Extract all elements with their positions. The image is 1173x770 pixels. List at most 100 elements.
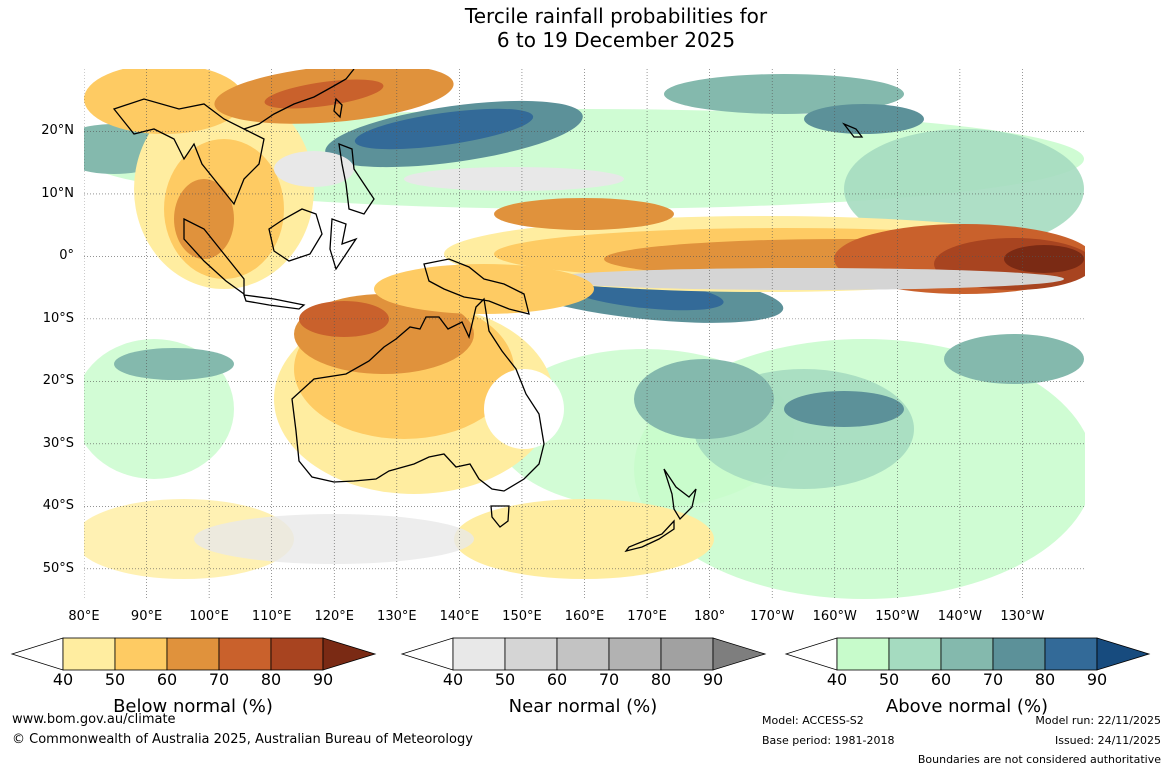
longitude-label: 140°W — [937, 609, 982, 624]
model-text: Model: ACCESS-S2 — [762, 714, 864, 727]
colorbar-below-normal-tick: 70 — [208, 670, 230, 689]
latitude-label: 30°S — [42, 435, 74, 451]
china-coastline — [243, 69, 355, 130]
shade-below-60 — [494, 198, 674, 230]
shade-near-40 — [404, 167, 624, 191]
shade-above-50 — [844, 129, 1084, 249]
java-coastline — [243, 294, 306, 310]
colorbar-below-normal-cell — [114, 637, 168, 671]
colorbar-below-normal-title: Below normal (%) — [113, 696, 273, 717]
probability-shading — [84, 69, 1085, 599]
colorbar-above-normal-cell — [992, 637, 1046, 671]
colorbar-below-normal-tick: 80 — [260, 670, 282, 689]
colorbar-near-normal-cell — [504, 637, 558, 671]
shade-below-70 — [299, 301, 389, 337]
colorbar-above-normal-lower-arrow — [784, 637, 838, 671]
colorbar-above-normal-tick: 90 — [1086, 670, 1108, 689]
longitude-label: 110°E — [251, 609, 292, 624]
new-zealand-north-island — [663, 468, 697, 521]
colorbar-above-normal-cell — [888, 637, 942, 671]
colorbar-below-normal-tick: 40 — [52, 670, 74, 689]
colorbar-near-normal-cell — [556, 637, 610, 671]
colorbar-above-normal-tick: 50 — [878, 670, 900, 689]
colorbar-above-normal-cell — [1044, 637, 1098, 671]
shade-near-40 — [274, 151, 354, 187]
colorbar-above-normal-tick: 70 — [982, 670, 1004, 689]
shade-below-40 — [454, 499, 714, 579]
borneo-coastline — [268, 208, 323, 262]
shade-below-60 — [174, 179, 234, 259]
longitude-label: 170°E — [627, 609, 667, 624]
colorbar-above-normal-cell — [940, 637, 994, 671]
colorbar-above-normal-tick: 80 — [1034, 670, 1056, 689]
map-title: Tercile rainfall probabilities for 6 to … — [0, 4, 1173, 52]
colorbar-near-normal-tick: 80 — [650, 670, 672, 689]
longitude-label: 140°E — [439, 609, 480, 624]
shade-above-60 — [634, 359, 774, 439]
latitude-label: 50°S — [42, 560, 74, 576]
colorbar-above-normal-title: Above normal (%) — [885, 696, 1049, 717]
colorbar-below-normal-lower-arrow — [10, 637, 64, 671]
copyright-text: © Commonwealth of Australia 2025, Austra… — [12, 732, 473, 747]
indochina-coastline — [112, 98, 265, 206]
sulawesi-coastline — [329, 218, 358, 271]
longitude-label: 80°E — [68, 609, 100, 624]
longitude-label: 160°E — [564, 609, 605, 624]
colorbar-below-normal — [10, 637, 377, 671]
longitude-label: 150°E — [502, 609, 542, 624]
website-link[interactable]: www.bom.gov.au/climate — [12, 712, 176, 727]
latitude-label: 40°S — [42, 498, 74, 514]
colorbar-above-normal-upper-arrow — [1096, 637, 1151, 671]
title-line-1: Tercile rainfall probabilities for — [464, 4, 768, 28]
colorbar-below-normal-tick: 50 — [104, 670, 126, 689]
coastlines — [112, 69, 864, 553]
taiwan-coastline — [333, 97, 343, 119]
shade-above-60 — [944, 334, 1084, 384]
latitude-label: 0° — [59, 248, 74, 264]
new-zealand-south-island — [624, 519, 675, 553]
latitude-label: 10°S — [42, 310, 74, 326]
shade-above-80 — [354, 108, 534, 150]
colorbar-below-normal-cell — [270, 637, 324, 671]
colorbar-near-normal-tick: 50 — [494, 670, 516, 689]
colorbar-near-normal-tick: 60 — [546, 670, 568, 689]
colorbar-near-normal-lower-arrow — [400, 637, 454, 671]
longitude-label: 180° — [693, 609, 726, 624]
shade-below-70 — [264, 79, 384, 109]
shade-below-50 — [84, 69, 244, 134]
colorbar-above-normal-tick: 60 — [930, 670, 952, 689]
tasmania-coastline — [490, 505, 510, 528]
shade-near-50 — [544, 268, 1064, 290]
colorbar-near-normal-cell — [660, 637, 714, 671]
hawaii-coastline — [841, 122, 864, 138]
base-period-text: Base period: 1981-2018 — [762, 734, 895, 747]
colorbar-near-normal-tick: 40 — [442, 670, 464, 689]
issued-text: Issued: 24/11/2025 — [1054, 734, 1161, 747]
colorbar-near-normal-cell — [608, 637, 662, 671]
shade-above-60 — [664, 74, 904, 114]
shade-above-70 — [804, 104, 924, 134]
longitude-label: 130°W — [1000, 609, 1045, 624]
colorbar-near-normal-title: Near normal (%) — [508, 696, 658, 717]
colorbar-below-normal-cell — [166, 637, 220, 671]
colorbar-above-normal — [784, 637, 1151, 671]
sumatra-coastline — [183, 217, 245, 296]
colorbar-below-normal-tick: 60 — [156, 670, 178, 689]
map-canvas — [84, 69, 1085, 600]
shade-near-40 — [194, 514, 474, 564]
longitude-label: 90°E — [130, 609, 163, 624]
colorbar-below-normal-upper-arrow — [322, 637, 377, 671]
colorbar-near-normal-tick: 70 — [598, 670, 620, 689]
latitude-label: 20°S — [42, 373, 74, 389]
colorbar-below-normal-cell — [218, 637, 272, 671]
model-run-text: Model run: 22/11/2025 — [1035, 714, 1161, 727]
new-guinea-coastline — [423, 258, 530, 315]
longitude-label: 150°W — [875, 609, 920, 624]
colorbar-above-normal-cell — [836, 637, 890, 671]
latitude-label: 10°N — [41, 185, 74, 201]
colorbar-near-normal-cell — [452, 637, 506, 671]
longitude-label: 120°E — [314, 609, 355, 624]
longitude-label: 170°W — [750, 609, 795, 624]
colorbar-near-normal — [400, 637, 767, 671]
shade-below-90 — [1004, 245, 1084, 273]
